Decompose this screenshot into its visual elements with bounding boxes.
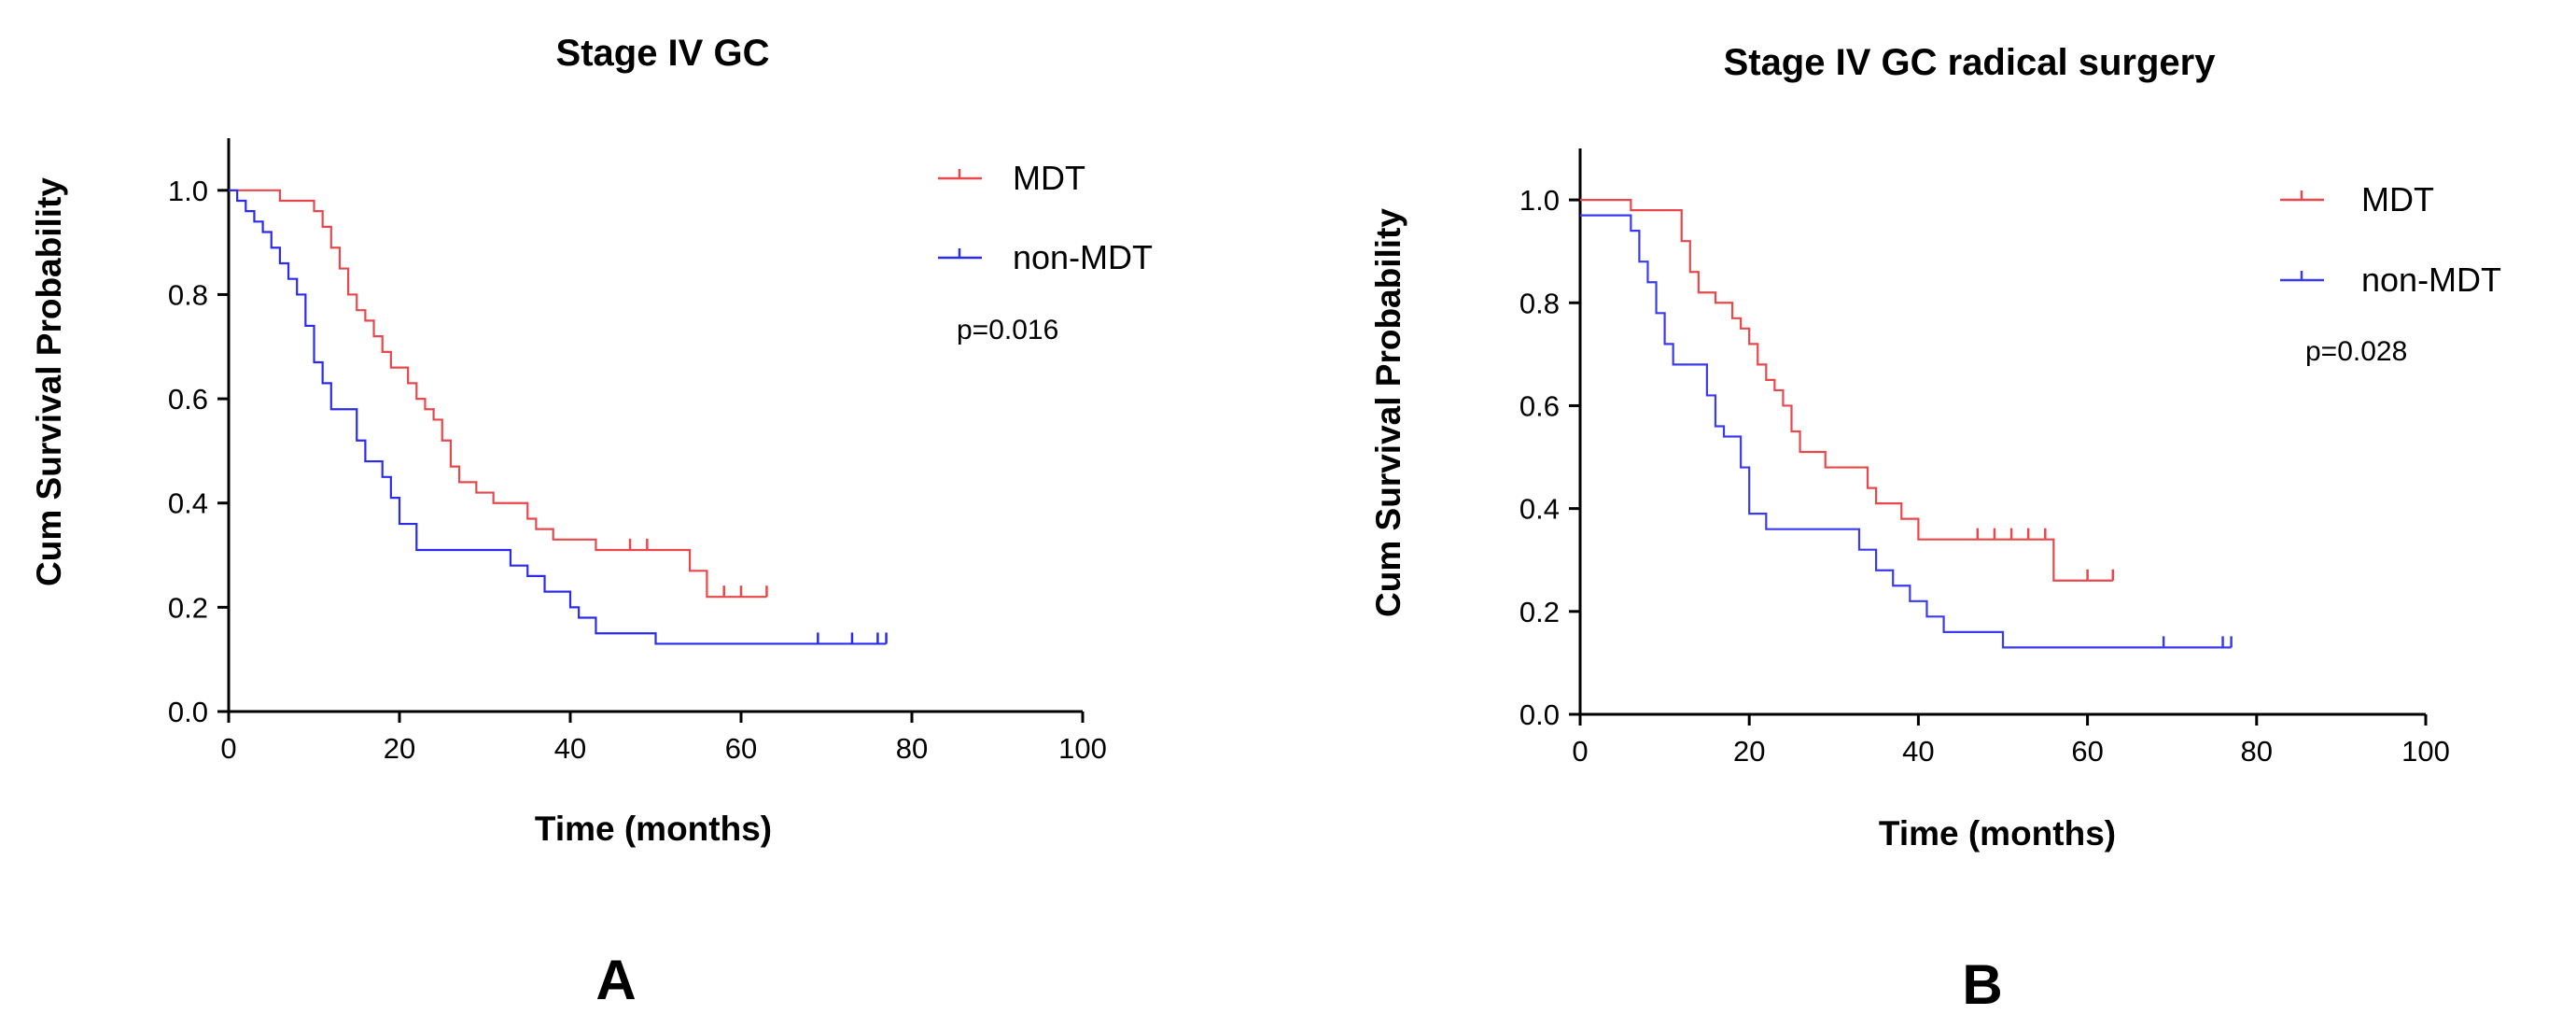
panel-b-x-tick-label: 0	[1572, 735, 1588, 768]
panel-a-legend: MDT non-MDT	[938, 159, 1153, 276]
panel-b-chart: Stage IV GC radical surgery Cum Survival…	[1369, 42, 2501, 1016]
legend-mdt-label: MDT	[1013, 159, 1085, 197]
panel-a-p-value: p=0.016	[957, 315, 1058, 345]
panel-a-title: Stage IV GC	[556, 33, 770, 74]
panel-a-letter: A	[595, 949, 636, 1011]
panel-b-p-value: p=0.028	[2305, 336, 2407, 367]
panel-a-x-tick-label: 40	[554, 732, 586, 765]
panel-a-y-tick-label: 0.6	[168, 383, 208, 416]
panel-b-curve-non-mdt	[1580, 214, 2232, 649]
legend-non-mdt-label: non-MDT	[2361, 261, 2501, 299]
panel-a-curve-mdt	[229, 189, 767, 599]
panel-a-curve-non-mdt	[229, 189, 887, 645]
panel-a-y-tick-label: 0.0	[168, 696, 208, 728]
panel-a-y-tick-label: 0.2	[168, 591, 208, 624]
panel-b-x-tick-label: 80	[2241, 735, 2273, 768]
panel-a-x-tick-label: 0	[220, 732, 236, 765]
panel-a-y-tick-label: 0.8	[168, 278, 208, 311]
panel-a-y-axis-label: Cum Survival Probability	[30, 177, 68, 586]
panel-b-legend-mdt: MDT	[2280, 180, 2434, 218]
panel-b-y-tick-label: 0.2	[1519, 596, 1560, 628]
panel-b-y-tick-label: 0.0	[1519, 698, 1560, 731]
panel-a-legend-mdt: MDT	[938, 159, 1085, 197]
panel-b-x-axis-label: Time (months)	[1879, 814, 2116, 853]
panel-a-chart: Stage IV GC Cum Survival Probability Tim…	[30, 33, 1153, 1011]
panel-a-legend-non-mdt: non-MDT	[938, 238, 1153, 276]
panel-b-x-tick-label: 20	[1733, 735, 1765, 768]
legend-non-mdt-label: non-MDT	[1013, 238, 1153, 276]
legend-mdt-label: MDT	[2361, 180, 2434, 218]
panel-b-y-tick-label: 0.6	[1519, 389, 1560, 422]
panel-b-x-tick-label: 100	[2401, 735, 2450, 768]
panel-a-x-tick-label: 100	[1058, 732, 1107, 765]
panel-b-plot-area: 0.0 0.2 0.4 0.6 0.8 1.0 0 20 40 60 80 100	[1519, 148, 2450, 768]
panel-b-y-tick-label: 0.4	[1519, 493, 1560, 526]
panel-b-title: Stage IV GC radical surgery	[1724, 42, 2217, 83]
panel-a-y-tick-label: 0.4	[168, 487, 208, 520]
panel-a-x-tick-label: 20	[384, 732, 415, 765]
panel-b-y-axis-label: Cum Survival Probability	[1369, 208, 1407, 617]
panel-a-plot-area: 0.0 0.2 0.4 0.6 0.8 1.0 0 20 40 60 80 100	[168, 138, 1107, 765]
panel-b-x-tick-label: 40	[1902, 735, 1934, 768]
panel-b-legend-non-mdt: non-MDT	[2280, 261, 2501, 299]
panel-b-curve-mdt	[1580, 198, 2113, 582]
panel-b-letter: B	[1962, 953, 2002, 1016]
panel-b-legend: MDT non-MDT	[2280, 180, 2501, 299]
panel-a-y-tick-label: 1.0	[168, 175, 208, 207]
panel-b-x-tick-label: 60	[2071, 735, 2103, 768]
panel-b-y-tick-label: 1.0	[1519, 184, 1560, 217]
panel-b-y-tick-label: 0.8	[1519, 287, 1560, 319]
panel-a-x-tick-label: 80	[896, 732, 928, 765]
panel-a-x-tick-label: 60	[725, 732, 757, 765]
panel-a-x-axis-label: Time (months)	[535, 810, 772, 848]
